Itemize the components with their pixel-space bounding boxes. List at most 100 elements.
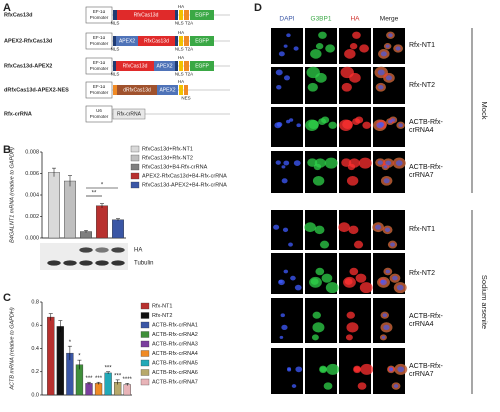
cell-signal [312,311,321,319]
element-label: EGFP [195,63,209,69]
group-label: Sodium arsenite [480,275,489,329]
row-label: ACTB-Rfx-crRNA4 [409,119,443,134]
legend-swatch [140,359,150,367]
error-bar [52,167,56,177]
error-bar [87,381,91,385]
construct-element [117,10,175,20]
cell-signal [281,178,288,184]
element-label: RfxCas13d [144,38,169,44]
cell-signal [318,118,327,125]
panel-label: D [254,2,262,14]
channel-header: G3BP1 [311,16,332,23]
blot-background [40,243,128,270]
legend-label: RfxCas13d+B4-Rfx-crRNA [142,164,208,170]
bar [85,383,93,396]
cell-signal [312,175,325,186]
significance-label: * [69,340,72,346]
cell-signal [383,324,390,331]
cell-signal [323,382,333,390]
cell-signal [381,335,386,339]
cell-signal [385,160,392,166]
construct-name: RfxCas13d-APEX2 [4,63,52,69]
promoter-label: EF-1α [93,60,106,65]
group-label: Mock [480,102,489,120]
error-bar [67,345,72,361]
cell-signal [380,51,387,57]
cell-signal [398,123,403,128]
cell-signal [397,366,405,373]
cell-signal [275,160,281,165]
micrograph [305,298,337,343]
cell-signal [391,118,396,122]
cell-signal [283,75,290,81]
bar [47,316,55,396]
legend-label: ACTB-Rfx-crRNA1 [152,322,198,328]
cell-signal [293,46,299,51]
bar [112,219,124,239]
y-tick-label: 0.006 [25,171,39,177]
legend-swatch [140,312,150,319]
cell-signal [383,165,388,169]
cell-signal [310,49,322,59]
cell-signal [328,121,337,129]
construct-element [113,36,116,46]
cell-signal [318,31,327,39]
construct-element [190,61,214,71]
cell-signal [275,69,283,76]
promoter-box [85,81,113,99]
construct-element [190,36,214,46]
cell-signal [377,69,385,76]
y-axis-label: B4GALNT1 mRNA (relative to GAPDH) [9,147,15,243]
cell-signal [382,313,387,318]
element-label: EGFP [195,12,209,18]
cell-signal [385,75,392,81]
element-annotation: HA [178,30,184,35]
cell-signal [383,178,390,184]
cell-signal [375,224,382,230]
construct-element [117,85,157,95]
element-annotation: NLS T2A [175,21,193,26]
micrograph [339,151,371,193]
bar [64,180,76,239]
cell-signal [291,384,297,388]
cell-signal [346,322,359,333]
cell-signal [395,160,403,166]
element-label: EGFP [195,38,209,44]
cell-signal [312,322,325,333]
construct-element [175,61,178,71]
element-label: RfxCas13d [134,12,159,18]
cell-signal [281,324,288,331]
legend-label: RfxCas13d+Rfx-NT1 [142,146,193,152]
significance-label: * [101,183,104,189]
cell-signal [278,51,285,57]
legend-label: Rfx-NT1 [152,303,172,309]
cell-signal [315,43,324,50]
bar [96,205,108,239]
cell-signal [380,279,387,286]
cell-signal [294,284,302,291]
blot-band [95,247,109,253]
cell-signal [349,43,358,50]
cell-signal [286,33,291,38]
cell-signal [355,273,367,283]
cell-signal [293,160,301,166]
promoter-box [85,57,113,75]
cell-signal [390,242,395,247]
construct-name: APEX2-RfxCas13d [4,38,52,44]
cell-signal [326,363,340,375]
promoter-box [85,6,113,24]
element-label: Rfx-crRNA [117,111,142,117]
cell-signal [319,366,327,374]
construct-element [113,10,117,20]
legend-swatch [130,145,140,153]
error-bar [77,359,82,370]
cell-signal [396,284,404,291]
cell-signal [283,44,288,48]
cell-signal [362,121,371,129]
promoter-label: Promoter [90,90,109,95]
legend-label: APEX2-RfxCas13d+B4-Rfx-crRNA [142,173,227,179]
error-bar [58,320,63,333]
cell-signal [348,158,360,168]
element-label: APEX2 [159,87,175,93]
